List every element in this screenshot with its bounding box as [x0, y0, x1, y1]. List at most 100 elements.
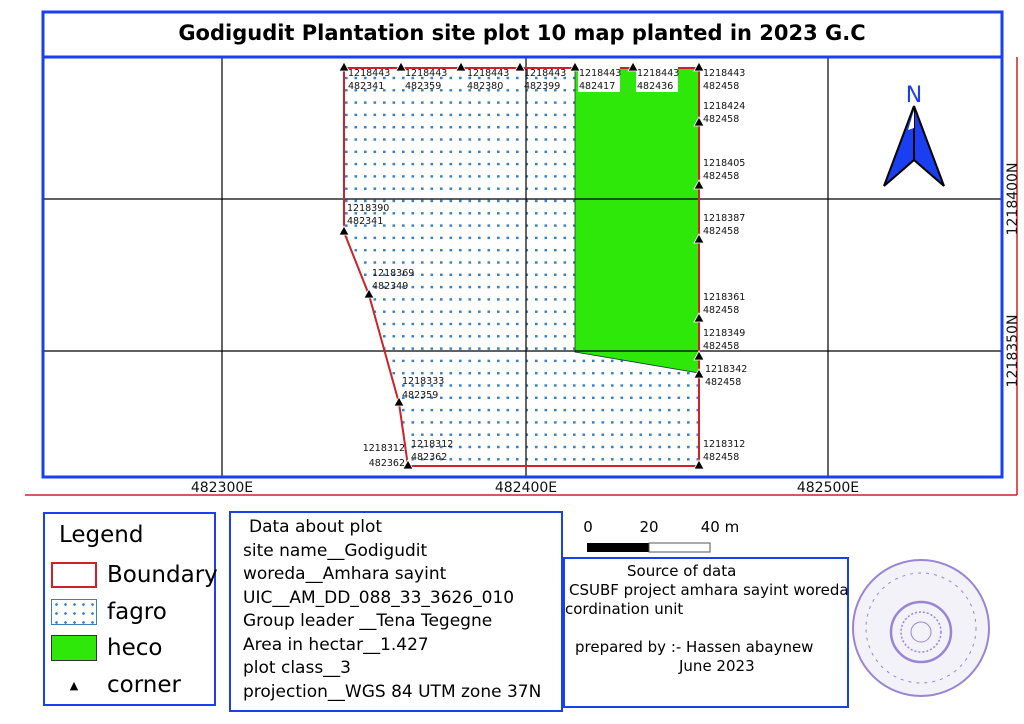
corner-label-n: 1218443 — [524, 68, 566, 79]
corner-label-e: 482458 — [703, 226, 739, 237]
corner-label-n: 1218443 — [703, 68, 745, 79]
north-label: N — [906, 83, 922, 108]
legend-label: fagro — [107, 599, 167, 625]
plot-info-line: Group leader __Tena Tegegne — [243, 611, 493, 631]
scale-tick: 20 — [639, 518, 658, 536]
source-line: cordination unit — [565, 600, 684, 618]
source-box: Source of data CSUBF project amhara sayi… — [563, 557, 849, 708]
corner-label-n: 1218312 — [363, 443, 405, 454]
corner-marker-icon — [569, 61, 581, 72]
corner-label-n: 1218361 — [703, 292, 745, 303]
official-stamp — [852, 559, 990, 697]
corner-label-n: 1218443 — [579, 68, 621, 79]
corner-label-n: 1218443 — [348, 68, 390, 79]
legend-title: Legend — [59, 522, 144, 548]
corner-label-e: 482362 — [411, 452, 447, 463]
scale-bar: 0 20 40 m — [583, 518, 739, 553]
corner-marker-icon — [693, 368, 705, 379]
corner-marker-icon — [693, 233, 705, 244]
corner-marker-icon — [338, 61, 350, 72]
corner-label-n: 1218387 — [703, 213, 745, 224]
corner-label-e: 482359 — [402, 390, 438, 401]
corner-marker-icon — [514, 61, 526, 72]
corner-label-n: 1218369 — [372, 268, 414, 279]
legend-item-heco: heco — [51, 635, 162, 661]
legend-item-boundary: Boundary — [51, 562, 218, 588]
legend-label: heco — [107, 635, 163, 661]
plot-info-line: UIC__AM_DD_088_33_3626_010 — [243, 587, 515, 608]
corner-label-e: 482417 — [579, 81, 615, 92]
prepared-date: June 2023 — [679, 657, 755, 675]
corner-label-n: 1218312 — [411, 439, 453, 450]
corner-labels: 1218443 482341 1218443 482359 1218443 48238… — [347, 68, 747, 469]
corner-label-e: 482399 — [524, 81, 560, 92]
x-axis-label: 482300E — [191, 480, 253, 496]
prepared-by: prepared by :- Hassen abaynew — [575, 638, 814, 656]
x-axis-label: 482400E — [495, 480, 557, 496]
corner-label-e: 482341 — [348, 81, 384, 92]
corner-label-e: 482458 — [703, 114, 739, 125]
plot-info-line: woreda__Amhara sayint — [243, 564, 447, 584]
corner-label-n: 1218342 — [705, 364, 747, 375]
corner-label-e: 482458 — [705, 377, 741, 388]
corner-markers — [338, 61, 705, 470]
corner-marker-icon — [393, 396, 405, 407]
corner-label-e: 482436 — [637, 81, 673, 92]
corner-label-e: 482458 — [703, 305, 739, 316]
corner-label-n: 1218312 — [703, 439, 745, 450]
corner-marker-icon — [627, 61, 639, 72]
corner-label-n: 1218424 — [703, 101, 745, 112]
plot-info-line: site name__Godigudit — [243, 540, 428, 561]
x-axis-label: 482500E — [797, 480, 859, 496]
boundary-line — [343, 67, 700, 467]
corner-label-n: 1218349 — [703, 328, 745, 339]
plot-info-heading: Data about plot — [249, 517, 383, 537]
corner-label-e: 482359 — [405, 81, 441, 92]
scale-tick: 0 — [583, 518, 593, 536]
corner-marker-icon — [693, 179, 705, 190]
corner-label-n: 1218443 — [467, 68, 509, 79]
corner-marker-icon — [395, 61, 407, 72]
corner-marker-icon — [693, 459, 705, 470]
corner-marker-icon — [363, 288, 375, 299]
corner-marker-icon — [693, 61, 705, 72]
corner-marker-icon — [693, 312, 705, 323]
corner-marker-icon — [693, 116, 705, 127]
plot-info-line: plot class__3 — [243, 658, 352, 678]
corner-label-n: 1218390 — [347, 203, 389, 214]
plot-info-line: projection__WGS 84 UTM zone 37N — [243, 681, 542, 702]
corner-label-n: 1218333 — [402, 376, 444, 387]
heco-swatch — [51, 635, 97, 661]
corner-marker-icon — [338, 225, 350, 236]
source-heading: Source of data — [627, 562, 737, 580]
corner-label-e: 482349 — [372, 281, 408, 292]
plot-info-box: Data about plot site name__Godigudit wor… — [229, 511, 563, 712]
legend-label: corner — [107, 672, 181, 698]
corner-label-n: 1218443 — [637, 68, 679, 79]
triangle-icon: ▲ — [69, 678, 79, 692]
map-frame-border — [41, 55, 1004, 479]
corner-label-e: 482341 — [347, 216, 383, 227]
fagro-swatch — [51, 599, 97, 625]
scale-tick: 40 m — [701, 518, 739, 536]
source-line: CSUBF project amhara sayint woreda — [569, 581, 849, 599]
corner-label-n: 1218405 — [703, 158, 745, 169]
corner-marker-icon — [402, 459, 414, 470]
corner-label-e: 482458 — [703, 452, 739, 463]
y-axis-label: 1218350N — [1005, 315, 1021, 388]
corner-marker-icon — [455, 61, 467, 72]
corner-label-e: 482380 — [467, 81, 503, 92]
label-backgrounds — [578, 67, 678, 92]
heco-area — [574, 67, 700, 374]
corner-label-e: 482458 — [703, 171, 739, 182]
legend-label: Boundary — [107, 562, 218, 588]
y-axis-label: 1218400N — [1005, 163, 1021, 236]
legend-item-fagro: fagro — [51, 599, 167, 625]
corner-marker-icon — [693, 350, 705, 361]
grid — [43, 57, 1002, 477]
north-arrow-icon: N — [883, 83, 945, 187]
boundary-swatch — [51, 562, 97, 588]
title-box — [41, 10, 1004, 59]
corner-label-e: 482458 — [703, 341, 739, 352]
